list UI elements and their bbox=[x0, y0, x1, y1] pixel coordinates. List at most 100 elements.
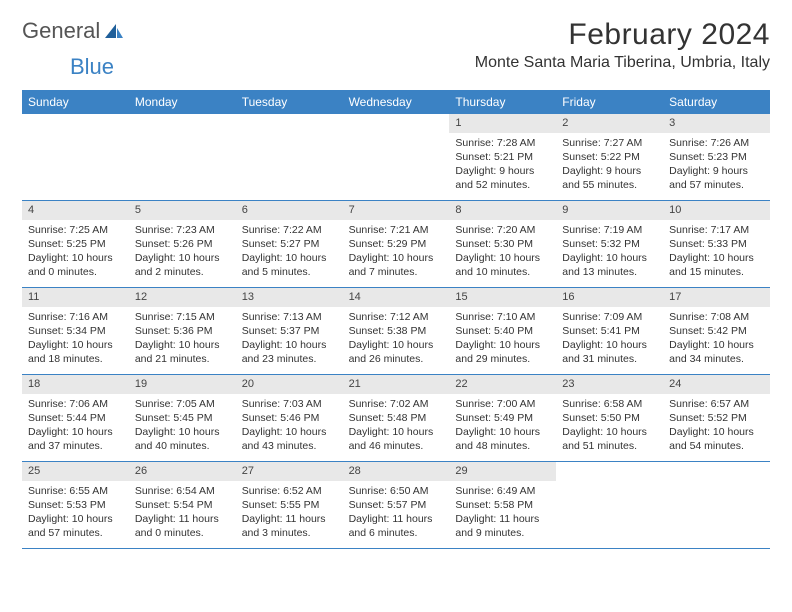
sunset-text: Sunset: 5:53 PM bbox=[28, 498, 123, 512]
daylight-text: Daylight: 10 hours and 0 minutes. bbox=[28, 251, 123, 279]
daylight-text: Daylight: 9 hours and 55 minutes. bbox=[562, 164, 657, 192]
sunrise-text: Sunrise: 7:26 AM bbox=[669, 136, 764, 150]
day-cell: . bbox=[129, 114, 236, 200]
day-number: 10 bbox=[663, 201, 770, 220]
daylight-text: Daylight: 10 hours and 26 minutes. bbox=[349, 338, 444, 366]
sunset-text: Sunset: 5:57 PM bbox=[349, 498, 444, 512]
sunrise-text: Sunrise: 7:08 AM bbox=[669, 310, 764, 324]
day-body: Sunrise: 7:27 AMSunset: 5:22 PMDaylight:… bbox=[556, 133, 663, 198]
week-row: 25Sunrise: 6:55 AMSunset: 5:53 PMDayligh… bbox=[22, 462, 770, 549]
day-number: 27 bbox=[236, 462, 343, 481]
day-cell: 15Sunrise: 7:10 AMSunset: 5:40 PMDayligh… bbox=[449, 288, 556, 374]
day-body: Sunrise: 7:03 AMSunset: 5:46 PMDaylight:… bbox=[236, 394, 343, 459]
daylight-text: Daylight: 11 hours and 0 minutes. bbox=[135, 512, 230, 540]
daylight-text: Daylight: 10 hours and 51 minutes. bbox=[562, 425, 657, 453]
day-number: 16 bbox=[556, 288, 663, 307]
sunrise-text: Sunrise: 7:22 AM bbox=[242, 223, 337, 237]
weekday-header-row: SundayMondayTuesdayWednesdayThursdayFrid… bbox=[22, 90, 770, 114]
day-body: Sunrise: 7:08 AMSunset: 5:42 PMDaylight:… bbox=[663, 307, 770, 372]
sunset-text: Sunset: 5:50 PM bbox=[562, 411, 657, 425]
sunrise-text: Sunrise: 7:21 AM bbox=[349, 223, 444, 237]
day-number: 20 bbox=[236, 375, 343, 394]
day-cell: 1Sunrise: 7:28 AMSunset: 5:21 PMDaylight… bbox=[449, 114, 556, 200]
daylight-text: Daylight: 10 hours and 43 minutes. bbox=[242, 425, 337, 453]
day-body: Sunrise: 7:20 AMSunset: 5:30 PMDaylight:… bbox=[449, 220, 556, 285]
day-cell: 17Sunrise: 7:08 AMSunset: 5:42 PMDayligh… bbox=[663, 288, 770, 374]
day-body: Sunrise: 7:22 AMSunset: 5:27 PMDaylight:… bbox=[236, 220, 343, 285]
week-row: 11Sunrise: 7:16 AMSunset: 5:34 PMDayligh… bbox=[22, 288, 770, 375]
sunrise-text: Sunrise: 6:52 AM bbox=[242, 484, 337, 498]
day-number: 1 bbox=[449, 114, 556, 133]
day-number: 17 bbox=[663, 288, 770, 307]
day-body: Sunrise: 6:54 AMSunset: 5:54 PMDaylight:… bbox=[129, 481, 236, 546]
day-cell: 9Sunrise: 7:19 AMSunset: 5:32 PMDaylight… bbox=[556, 201, 663, 287]
day-cell: 14Sunrise: 7:12 AMSunset: 5:38 PMDayligh… bbox=[343, 288, 450, 374]
day-number: 23 bbox=[556, 375, 663, 394]
day-cell: . bbox=[343, 114, 450, 200]
daylight-text: Daylight: 10 hours and 48 minutes. bbox=[455, 425, 550, 453]
day-body: Sunrise: 6:57 AMSunset: 5:52 PMDaylight:… bbox=[663, 394, 770, 459]
weekday-cell: Saturday bbox=[663, 90, 770, 114]
day-body: Sunrise: 7:00 AMSunset: 5:49 PMDaylight:… bbox=[449, 394, 556, 459]
sunrise-text: Sunrise: 7:27 AM bbox=[562, 136, 657, 150]
day-body: Sunrise: 7:26 AMSunset: 5:23 PMDaylight:… bbox=[663, 133, 770, 198]
sunset-text: Sunset: 5:21 PM bbox=[455, 150, 550, 164]
sunset-text: Sunset: 5:34 PM bbox=[28, 324, 123, 338]
sunrise-text: Sunrise: 6:49 AM bbox=[455, 484, 550, 498]
day-body: Sunrise: 7:13 AMSunset: 5:37 PMDaylight:… bbox=[236, 307, 343, 372]
sunrise-text: Sunrise: 6:50 AM bbox=[349, 484, 444, 498]
daylight-text: Daylight: 10 hours and 2 minutes. bbox=[135, 251, 230, 279]
day-number: 5 bbox=[129, 201, 236, 220]
day-cell: 8Sunrise: 7:20 AMSunset: 5:30 PMDaylight… bbox=[449, 201, 556, 287]
day-cell: 11Sunrise: 7:16 AMSunset: 5:34 PMDayligh… bbox=[22, 288, 129, 374]
sunset-text: Sunset: 5:52 PM bbox=[669, 411, 764, 425]
day-cell: 16Sunrise: 7:09 AMSunset: 5:41 PMDayligh… bbox=[556, 288, 663, 374]
sunrise-text: Sunrise: 7:05 AM bbox=[135, 397, 230, 411]
sunset-text: Sunset: 5:36 PM bbox=[135, 324, 230, 338]
weekday-cell: Thursday bbox=[449, 90, 556, 114]
sunset-text: Sunset: 5:49 PM bbox=[455, 411, 550, 425]
day-cell: 28Sunrise: 6:50 AMSunset: 5:57 PMDayligh… bbox=[343, 462, 450, 548]
day-body: Sunrise: 6:50 AMSunset: 5:57 PMDaylight:… bbox=[343, 481, 450, 546]
weekday-cell: Tuesday bbox=[236, 90, 343, 114]
week-row: ....1Sunrise: 7:28 AMSunset: 5:21 PMDayl… bbox=[22, 114, 770, 201]
logo-sail-icon bbox=[104, 22, 124, 40]
sunset-text: Sunset: 5:27 PM bbox=[242, 237, 337, 251]
day-number: 4 bbox=[22, 201, 129, 220]
day-cell: 10Sunrise: 7:17 AMSunset: 5:33 PMDayligh… bbox=[663, 201, 770, 287]
weekday-cell: Monday bbox=[129, 90, 236, 114]
calendar: SundayMondayTuesdayWednesdayThursdayFrid… bbox=[22, 90, 770, 549]
sunrise-text: Sunrise: 7:25 AM bbox=[28, 223, 123, 237]
day-body: Sunrise: 7:16 AMSunset: 5:34 PMDaylight:… bbox=[22, 307, 129, 372]
sunset-text: Sunset: 5:40 PM bbox=[455, 324, 550, 338]
daylight-text: Daylight: 10 hours and 18 minutes. bbox=[28, 338, 123, 366]
sunrise-text: Sunrise: 7:13 AM bbox=[242, 310, 337, 324]
weeks-container: ....1Sunrise: 7:28 AMSunset: 5:21 PMDayl… bbox=[22, 114, 770, 549]
day-body: Sunrise: 6:58 AMSunset: 5:50 PMDaylight:… bbox=[556, 394, 663, 459]
day-body: Sunrise: 7:02 AMSunset: 5:48 PMDaylight:… bbox=[343, 394, 450, 459]
day-number: 11 bbox=[22, 288, 129, 307]
sunset-text: Sunset: 5:46 PM bbox=[242, 411, 337, 425]
daylight-text: Daylight: 11 hours and 3 minutes. bbox=[242, 512, 337, 540]
day-cell: 12Sunrise: 7:15 AMSunset: 5:36 PMDayligh… bbox=[129, 288, 236, 374]
day-cell: . bbox=[236, 114, 343, 200]
day-cell: . bbox=[556, 462, 663, 548]
sunrise-text: Sunrise: 6:58 AM bbox=[562, 397, 657, 411]
day-body: Sunrise: 7:28 AMSunset: 5:21 PMDaylight:… bbox=[449, 133, 556, 198]
sunrise-text: Sunrise: 7:20 AM bbox=[455, 223, 550, 237]
day-cell: 29Sunrise: 6:49 AMSunset: 5:58 PMDayligh… bbox=[449, 462, 556, 548]
sunrise-text: Sunrise: 7:03 AM bbox=[242, 397, 337, 411]
day-number: 15 bbox=[449, 288, 556, 307]
daylight-text: Daylight: 10 hours and 34 minutes. bbox=[669, 338, 764, 366]
logo: General bbox=[22, 18, 126, 44]
daylight-text: Daylight: 10 hours and 10 minutes. bbox=[455, 251, 550, 279]
daylight-text: Daylight: 10 hours and 21 minutes. bbox=[135, 338, 230, 366]
weekday-cell: Wednesday bbox=[343, 90, 450, 114]
sunrise-text: Sunrise: 6:57 AM bbox=[669, 397, 764, 411]
weekday-cell: Sunday bbox=[22, 90, 129, 114]
sunset-text: Sunset: 5:30 PM bbox=[455, 237, 550, 251]
day-number: 6 bbox=[236, 201, 343, 220]
day-cell: 22Sunrise: 7:00 AMSunset: 5:49 PMDayligh… bbox=[449, 375, 556, 461]
day-body: Sunrise: 7:15 AMSunset: 5:36 PMDaylight:… bbox=[129, 307, 236, 372]
day-body: Sunrise: 7:09 AMSunset: 5:41 PMDaylight:… bbox=[556, 307, 663, 372]
